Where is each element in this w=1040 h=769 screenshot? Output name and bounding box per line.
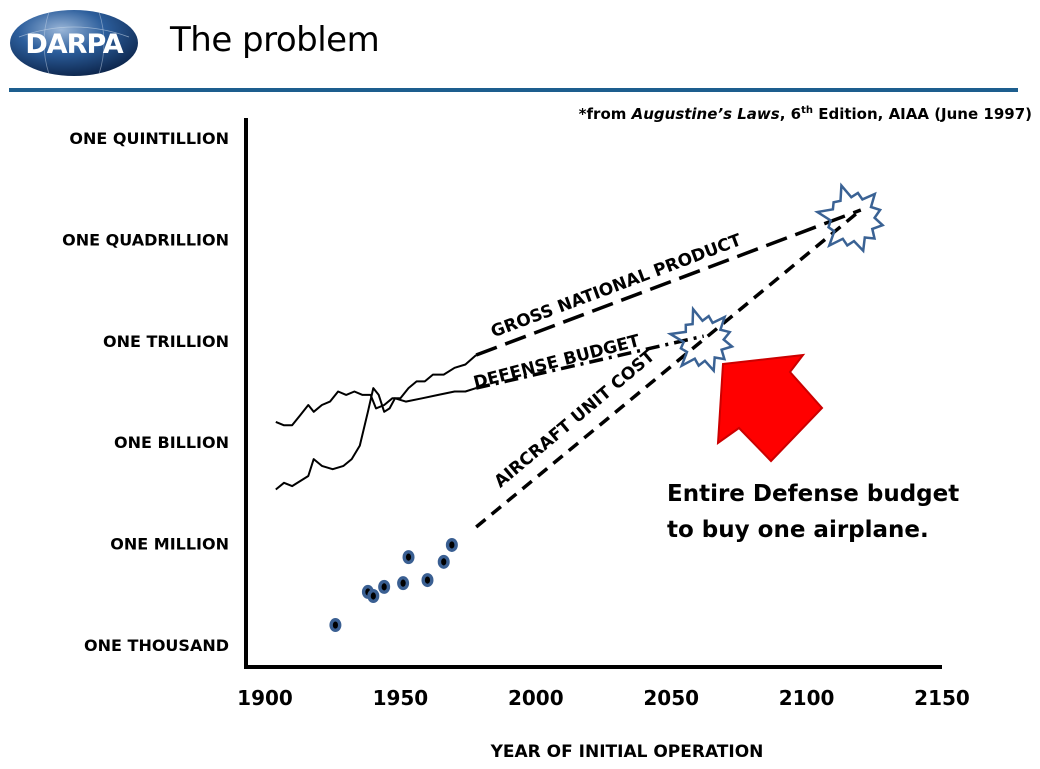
aircraft-data-point [329,618,342,633]
citation-prefix: *from [578,105,632,123]
gnp-historical-line [275,354,477,427]
y-tick-label: ONE BILLION [114,433,229,452]
defense-historical-line [275,387,477,491]
citation-sup: th [801,105,813,116]
x-tick-label: 2000 [508,686,564,710]
starburst-icon [814,182,885,254]
aircraft-data-point [402,550,415,565]
y-tick-label: ONE QUADRILLION [62,230,229,249]
darpa-logo: DARPA [9,9,139,77]
y-tick-label: ONE THOUSAND [84,636,229,655]
axes [244,118,942,669]
logo-text: DARPA [25,29,123,60]
aircraft-data-point [437,554,450,569]
citation: *from Augustine’s Laws, 6th Edition, AIA… [579,105,1032,123]
gnp-projection-line [475,208,862,357]
globe-icon: DARPA [10,10,138,76]
citation-edition: , 6 [779,105,802,123]
aircraft-data-point [397,576,410,591]
citation-book: Augustine’s Laws [631,105,780,123]
y-tick-label: ONE TRILLION [103,332,229,351]
defense-projection-line [475,334,705,390]
red-arrow-icon [716,353,824,463]
x-tick-label: 2050 [643,686,699,710]
x-tick-label: 1900 [237,686,293,710]
aircraft-data-point [421,573,434,588]
y-tick-label: ONE QUINTILLION [69,129,229,148]
aircraft-data-point [367,588,380,603]
callout-text: Entire Defense budget to buy one airplan… [667,481,960,543]
title-divider [9,88,1018,92]
x-axis-title: YEAR OF INITIAL OPERATION [490,742,764,762]
starburst-icon [666,305,735,374]
x-tick-label: 2150 [914,686,970,710]
series-label-gnp: GROSS NATIONAL PRODUCT [488,230,744,342]
aircraft-data-point [445,537,458,552]
page-title: The problem [170,20,380,60]
aircraft-projection-line [475,208,862,529]
x-tick-label: 2100 [779,686,835,710]
y-tick-label: ONE MILLION [110,535,229,554]
x-tick-label: 1950 [373,686,429,710]
aircraft-data-point [378,579,391,594]
citation-suffix: Edition, AIAA (June 1997) [813,105,1032,123]
